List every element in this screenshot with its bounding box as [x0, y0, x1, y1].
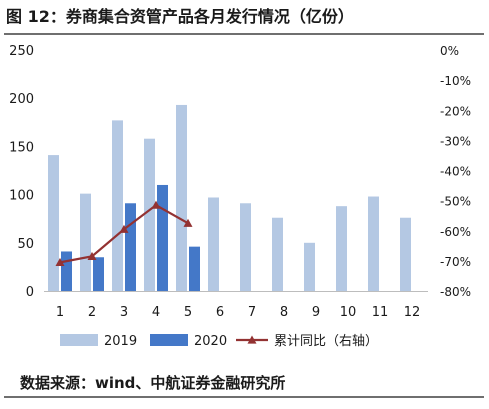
right-tick-label: 0% [440, 44, 459, 58]
bar-2019-10 [336, 206, 347, 291]
cumulative-yoy-point-4 [151, 200, 161, 209]
left-tick-label: 150 [9, 140, 34, 155]
bar-2019-4 [144, 138, 155, 291]
bar-2020-5 [189, 246, 200, 291]
legend-swatch-2019 [60, 334, 98, 346]
right-tick-label: -60% [440, 225, 471, 239]
x-tick-label: 10 [340, 305, 357, 320]
bar-2019-7 [240, 203, 251, 291]
left-tick-label: 0 [26, 285, 34, 300]
source-note: 数据来源：wind、中航证券金融研究所 [20, 374, 286, 392]
bar-2019-6 [208, 197, 219, 291]
legend-label-2020: 2020 [194, 334, 227, 349]
left-tick-label: 100 [9, 189, 34, 204]
bar-2020-4 [157, 184, 168, 291]
x-tick-label: 3 [120, 305, 128, 320]
bar-2019-1 [48, 155, 59, 291]
right-tick-label: -40% [440, 165, 471, 179]
bar-2020-1 [61, 251, 72, 291]
right-tick-label: -50% [440, 195, 471, 209]
bar-2019-3 [112, 120, 123, 291]
x-tick-label: 6 [216, 305, 224, 320]
legend-label-yoy: 累计同比（右轴） [274, 334, 378, 349]
left-tick-label: 250 [9, 44, 34, 59]
x-tick-label: 5 [184, 305, 192, 320]
cumulative-yoy-point-2 [87, 251, 97, 260]
chart-title: 图 12：券商集合资管产品各月发行情况（亿份） [6, 7, 354, 26]
legend-label-2019: 2019 [104, 334, 137, 349]
x-tick-label: 4 [152, 305, 160, 320]
right-tick-label: -10% [440, 74, 471, 88]
bar-2020-2 [93, 257, 104, 291]
right-tick-label: -70% [440, 255, 471, 269]
title-divider [4, 33, 484, 35]
legend-marker-yoy [247, 335, 257, 344]
right-tick-label: -20% [440, 104, 471, 118]
bar-2019-12 [400, 217, 411, 291]
bar-2019-2 [80, 193, 91, 291]
source-divider [4, 396, 484, 398]
x-tick-label: 1 [56, 305, 64, 320]
bar-2019-8 [272, 217, 283, 291]
bar-2019-9 [304, 242, 315, 291]
x-tick-label: 8 [280, 305, 288, 320]
cumulative-yoy-point-1 [55, 257, 65, 266]
right-tick-label: -30% [440, 134, 471, 148]
cumulative-yoy-line [59, 203, 189, 264]
x-tick-label: 9 [312, 305, 320, 320]
cumulative-yoy-point-3 [119, 224, 129, 233]
bar-2019-11 [368, 196, 379, 291]
chart: 0 50 100 150 200 250 0% -10% -20% -30% -40% -50% -60… [9, 44, 471, 349]
left-tick-label: 50 [17, 237, 34, 252]
right-tick-label: -80% [440, 285, 471, 299]
bar-2020-3 [125, 203, 136, 291]
plot-area [48, 104, 411, 291]
x-tick-label: 7 [248, 305, 256, 320]
legend-swatch-2020 [150, 334, 188, 346]
cumulative-yoy-point-5 [183, 218, 193, 227]
x-tick-label: 2 [88, 305, 96, 320]
legend: 2019 2020 累计同比（右轴） [60, 334, 378, 349]
left-tick-label: 200 [9, 92, 34, 107]
x-tick-label: 12 [404, 305, 421, 320]
bar-2019-5 [176, 104, 187, 291]
axes: 0 50 100 150 200 250 0% -10% -20% -30% -40% -50% -60… [9, 44, 471, 320]
x-tick-label: 11 [372, 305, 389, 320]
